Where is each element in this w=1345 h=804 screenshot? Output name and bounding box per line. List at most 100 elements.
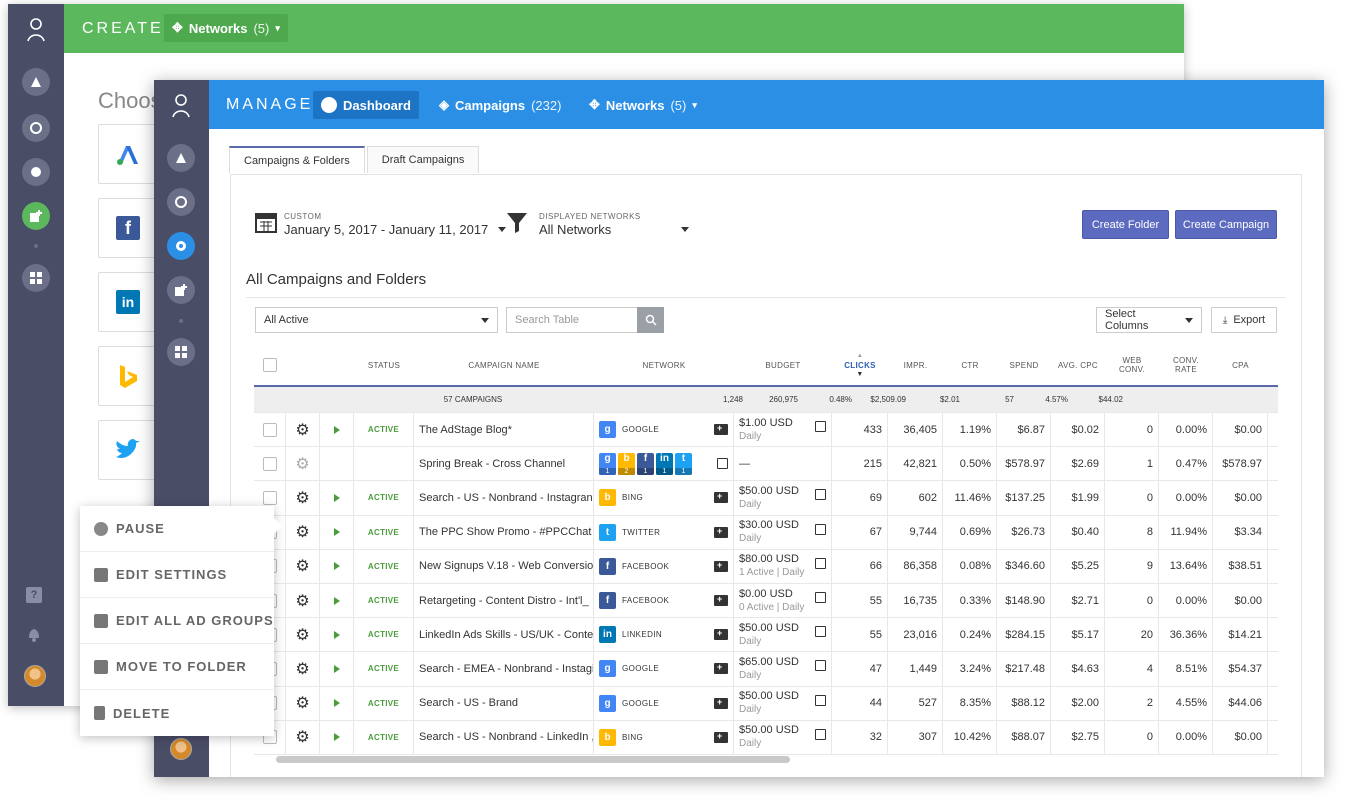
play-icon[interactable] — [333, 493, 340, 502]
edit-settings-menu-item[interactable]: EDIT SETTINGS — [80, 552, 274, 598]
facebook-tile[interactable]: f — [98, 198, 158, 258]
gear-icon[interactable]: ⚙ — [286, 720, 320, 754]
date-range-dropdown[interactable]: January 5, 2017 - January 11, 2017 — [284, 222, 507, 237]
spend-column-header[interactable]: SPEND — [1009, 360, 1039, 370]
campaign-name-link[interactable]: Spring Break - Cross Channel — [414, 447, 594, 481]
networks-nav-dropdown[interactable]: ✥ Networks (5) ▾ — [581, 91, 705, 119]
gear-icon[interactable]: ⚙ — [286, 447, 320, 481]
edit-budget-icon[interactable] — [815, 626, 826, 638]
ctr-column-header[interactable]: CTR — [961, 360, 979, 370]
create-campaign-button[interactable]: Create Campaign — [1175, 210, 1277, 239]
table-row[interactable]: ⚙ ACTIVE LinkedIn Ads Skills - US/UK - C… — [254, 618, 1278, 653]
edit-budget-icon[interactable] — [815, 660, 826, 672]
bing-tile[interactable] — [98, 346, 158, 406]
delete-menu-item[interactable]: DELETE — [80, 690, 274, 736]
edit-budget-icon[interactable] — [815, 421, 826, 432]
status-column-header[interactable]: STATUS — [367, 360, 401, 370]
help-icon[interactable]: ? — [26, 587, 42, 603]
adstage-logo-icon[interactable] — [167, 92, 195, 120]
row-checkbox[interactable] — [262, 456, 277, 471]
play-icon[interactable] — [333, 596, 340, 605]
pause-menu-item[interactable]: PAUSE — [80, 506, 274, 552]
gear-icon[interactable]: ⚙ — [286, 515, 320, 549]
gear-icon[interactable]: ⚙ — [286, 413, 320, 447]
play-icon[interactable] — [333, 664, 340, 673]
horizontal-scrollbar[interactable] — [276, 756, 790, 763]
edit-budget-icon[interactable] — [815, 489, 826, 501]
gear-icon[interactable]: ⚙ — [286, 618, 320, 652]
campaign-name-link[interactable]: The PPC Show Promo - #PPCChat I — [414, 515, 594, 549]
dashboard-nav-button[interactable]: Dashboard — [313, 91, 419, 119]
campaign-name-link[interactable]: Retargeting - Content Distro - Int'l_ — [414, 584, 594, 618]
create-campaign-icon[interactable] — [22, 202, 50, 230]
clicks-column-header[interactable]: ▲ CLICKS ▼ — [832, 345, 888, 385]
table-row[interactable]: ⚙ Spring Break - Cross Channel g 1 b 2 f 1 in 1… — [254, 447, 1278, 482]
add-to-folder-icon[interactable] — [714, 560, 728, 572]
dashboard-icon[interactable] — [22, 114, 50, 142]
add-to-folder-icon[interactable] — [714, 697, 728, 709]
edit-icon[interactable] — [717, 458, 728, 470]
edit-budget-icon[interactable] — [815, 523, 826, 535]
campaign-name-link[interactable]: Search - US - Brand — [414, 686, 594, 720]
campaign-name-link[interactable]: The AdStage Blog* — [414, 413, 594, 447]
table-row[interactable]: ⚙ ACTIVE Retargeting - Content Distro - … — [254, 584, 1278, 619]
web-conv-column-header[interactable]: WEB CONV. — [1118, 356, 1146, 374]
rocket-icon[interactable] — [22, 68, 50, 96]
user-avatar[interactable] — [170, 738, 192, 760]
campaign-name-link[interactable]: Search - EMEA - Nonbrand - Instagi — [414, 652, 594, 686]
apps-icon[interactable] — [22, 264, 50, 292]
budget-column-header[interactable]: BUDGET — [765, 360, 801, 370]
add-to-folder-icon[interactable] — [714, 594, 728, 607]
campaign-name-link[interactable]: New Signups V.18 - Web Conversio — [414, 549, 594, 583]
add-to-folder-icon[interactable] — [714, 423, 728, 436]
apps-icon[interactable] — [167, 338, 195, 366]
edit-budget-icon[interactable] — [815, 557, 826, 569]
play-icon[interactable] — [333, 562, 340, 571]
create-campaign-icon[interactable] — [167, 276, 195, 304]
row-checkbox[interactable] — [262, 422, 277, 437]
campaign-name-column-header[interactable]: CAMPAIGN NAME — [468, 360, 540, 370]
tab-campaigns-folders[interactable]: Campaigns & Folders — [229, 146, 365, 173]
google-adwords-tile[interactable] — [98, 124, 158, 184]
search-table-input[interactable]: Search Table — [506, 307, 638, 333]
edit-all-ad-groups-menu-item[interactable]: EDIT ALL AD GROUPS — [80, 598, 274, 644]
move-to-folder-menu-item[interactable]: MOVE TO FOLDER — [80, 644, 274, 690]
add-to-folder-icon[interactable] — [714, 662, 728, 675]
table-row[interactable]: ⚙ ACTIVE New Signups V.18 - Web Conversi… — [254, 549, 1278, 584]
campaign-name-link[interactable]: LinkedIn Ads Skills - US/UK - Conte — [414, 618, 594, 652]
export-button[interactable]: ⤓ Export — [1211, 307, 1277, 333]
add-to-folder-icon[interactable] — [714, 731, 728, 743]
conv-rate-column-header[interactable]: CONV. RATE — [1172, 356, 1200, 374]
campaign-name-link[interactable]: Search - US - Nonbrand - Instagran — [414, 481, 594, 515]
play-icon[interactable] — [333, 425, 340, 434]
play-icon[interactable] — [333, 699, 340, 708]
notifications-bell-icon[interactable] — [27, 626, 41, 642]
adstage-logo-icon[interactable] — [22, 16, 50, 44]
reports-icon[interactable] — [167, 188, 195, 216]
avg-cpc-column-header[interactable]: AVG. CPC — [1057, 360, 1099, 370]
table-row[interactable]: ⚙ ACTIVE Search - US - Brand g GOOGLE $5… — [254, 686, 1278, 721]
edit-budget-icon[interactable] — [815, 592, 826, 603]
row-checkbox[interactable] — [262, 490, 277, 505]
table-row[interactable]: ⚙ ACTIVE Search - US - Nonbrand - Linked… — [254, 720, 1278, 755]
create-networks-dropdown[interactable]: ✥ Networks (5) ▾ — [164, 14, 288, 42]
select-columns-dropdown[interactable]: Select Columns — [1096, 307, 1202, 333]
table-row[interactable]: ⚙ ACTIVE Search - EMEA - Nonbrand - Inst… — [254, 652, 1278, 687]
gear-icon[interactable]: ⚙ — [286, 584, 320, 618]
play-icon[interactable] — [333, 528, 340, 537]
search-button[interactable] — [637, 307, 664, 333]
tab-draft-campaigns[interactable]: Draft Campaigns — [366, 146, 480, 173]
dashboard-icon[interactable] — [167, 232, 195, 260]
table-row[interactable]: ⚙ ACTIVE The PPC Show Promo - #PPCChat I… — [254, 515, 1278, 550]
add-to-folder-icon[interactable] — [714, 491, 728, 504]
gear-icon[interactable]: ⚙ — [286, 686, 320, 720]
rocket-icon[interactable] — [167, 144, 195, 172]
impr-column-header[interactable]: IMPR. — [903, 360, 928, 370]
status-filter-select[interactable]: All Active — [255, 307, 498, 333]
table-row[interactable]: ⚙ ACTIVE The AdStage Blog* g GOOGLE $1.0… — [254, 413, 1278, 448]
campaigns-nav-button[interactable]: ◈ Campaigns (232) — [431, 91, 569, 119]
table-row[interactable]: ⚙ ACTIVE Search - US - Nonbrand - Instag… — [254, 481, 1278, 516]
gear-icon[interactable]: ⚙ — [286, 549, 320, 583]
play-icon[interactable] — [333, 630, 340, 639]
select-all-checkbox[interactable] — [263, 358, 277, 372]
